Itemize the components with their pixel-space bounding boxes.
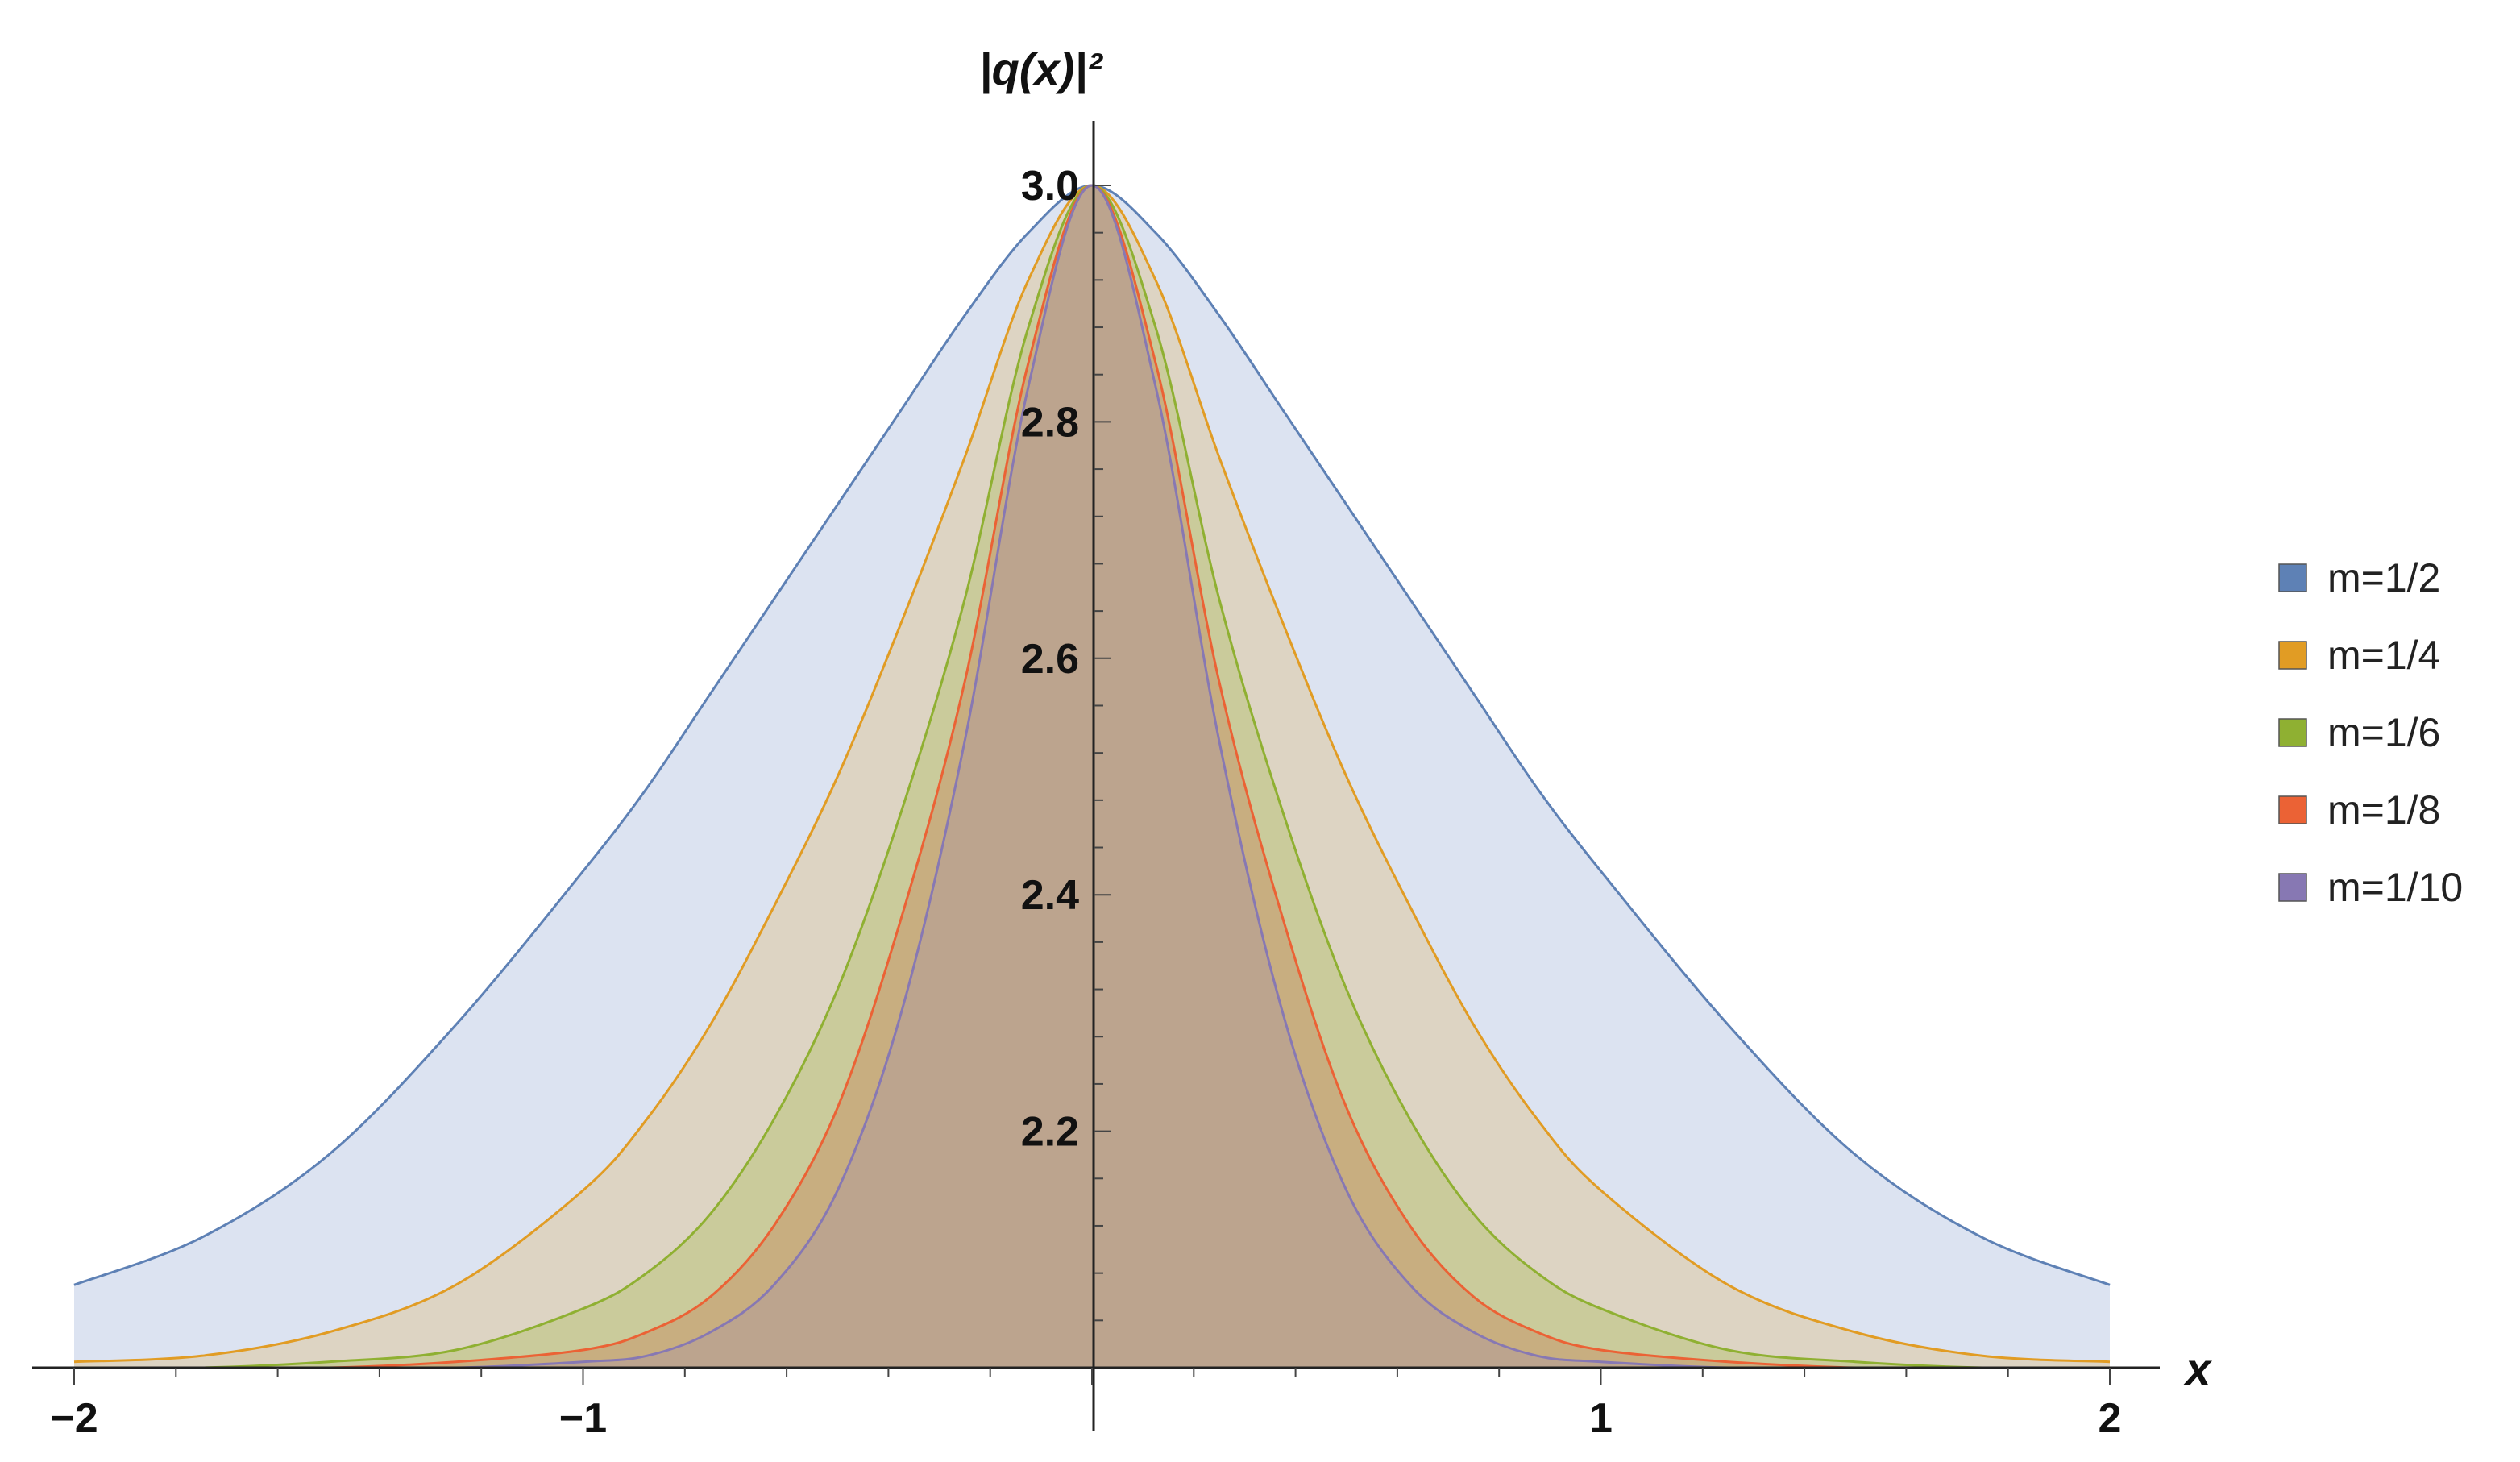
legend-swatch-m-1-2 bbox=[2278, 563, 2307, 592]
y-tick-label: 2.8 bbox=[1021, 399, 1079, 446]
legend: m=1/2 m=1/4 m=1/6 m=1/8 m=1/10 bbox=[2278, 555, 2463, 910]
legend-label-m-1-6: m=1/6 bbox=[2327, 710, 2440, 755]
legend-swatch-m-1-10 bbox=[2278, 873, 2307, 902]
y-tick-label: 3.0 bbox=[1021, 163, 1079, 210]
area-fills bbox=[74, 185, 2110, 1368]
series-line-m-1-10 bbox=[74, 184, 2110, 1369]
y-tick-label: 2.4 bbox=[1021, 872, 1079, 919]
legend-label-m-1-8: m=1/8 bbox=[2327, 787, 2440, 833]
y-tick-label: 2.6 bbox=[1021, 636, 1079, 683]
legend-swatch-m-1-4 bbox=[2278, 641, 2307, 670]
area-fill-m-1-10 bbox=[74, 185, 2110, 1368]
axis-ticks: −2 −1 1 2 2.2 2.4 2.6 2.8 3.0 bbox=[50, 163, 2121, 1442]
axes: −2 −1 1 2 2.2 2.4 2.6 2.8 3.0 x |q(x)|² bbox=[32, 44, 2213, 1442]
legend-label-m-1-4: m=1/4 bbox=[2327, 633, 2440, 678]
y-axis-label: |q(x)|² bbox=[979, 44, 1103, 94]
x-tick-label: −1 bbox=[559, 1395, 607, 1442]
legend-swatch-m-1-6 bbox=[2278, 718, 2307, 747]
x-axis-label: x bbox=[2183, 1344, 2213, 1394]
x-tick-label: 2 bbox=[2099, 1395, 2122, 1442]
x-tick-label: −2 bbox=[50, 1395, 98, 1442]
x-tick-label: 1 bbox=[1589, 1395, 1613, 1442]
legend-label-m-1-2: m=1/2 bbox=[2327, 555, 2440, 600]
y-tick-label: 2.2 bbox=[1021, 1109, 1079, 1156]
legend-swatch-m-1-8 bbox=[2278, 795, 2307, 824]
legend-label-m-1-10: m=1/10 bbox=[2327, 865, 2463, 910]
series-lines bbox=[73, 184, 2111, 1369]
